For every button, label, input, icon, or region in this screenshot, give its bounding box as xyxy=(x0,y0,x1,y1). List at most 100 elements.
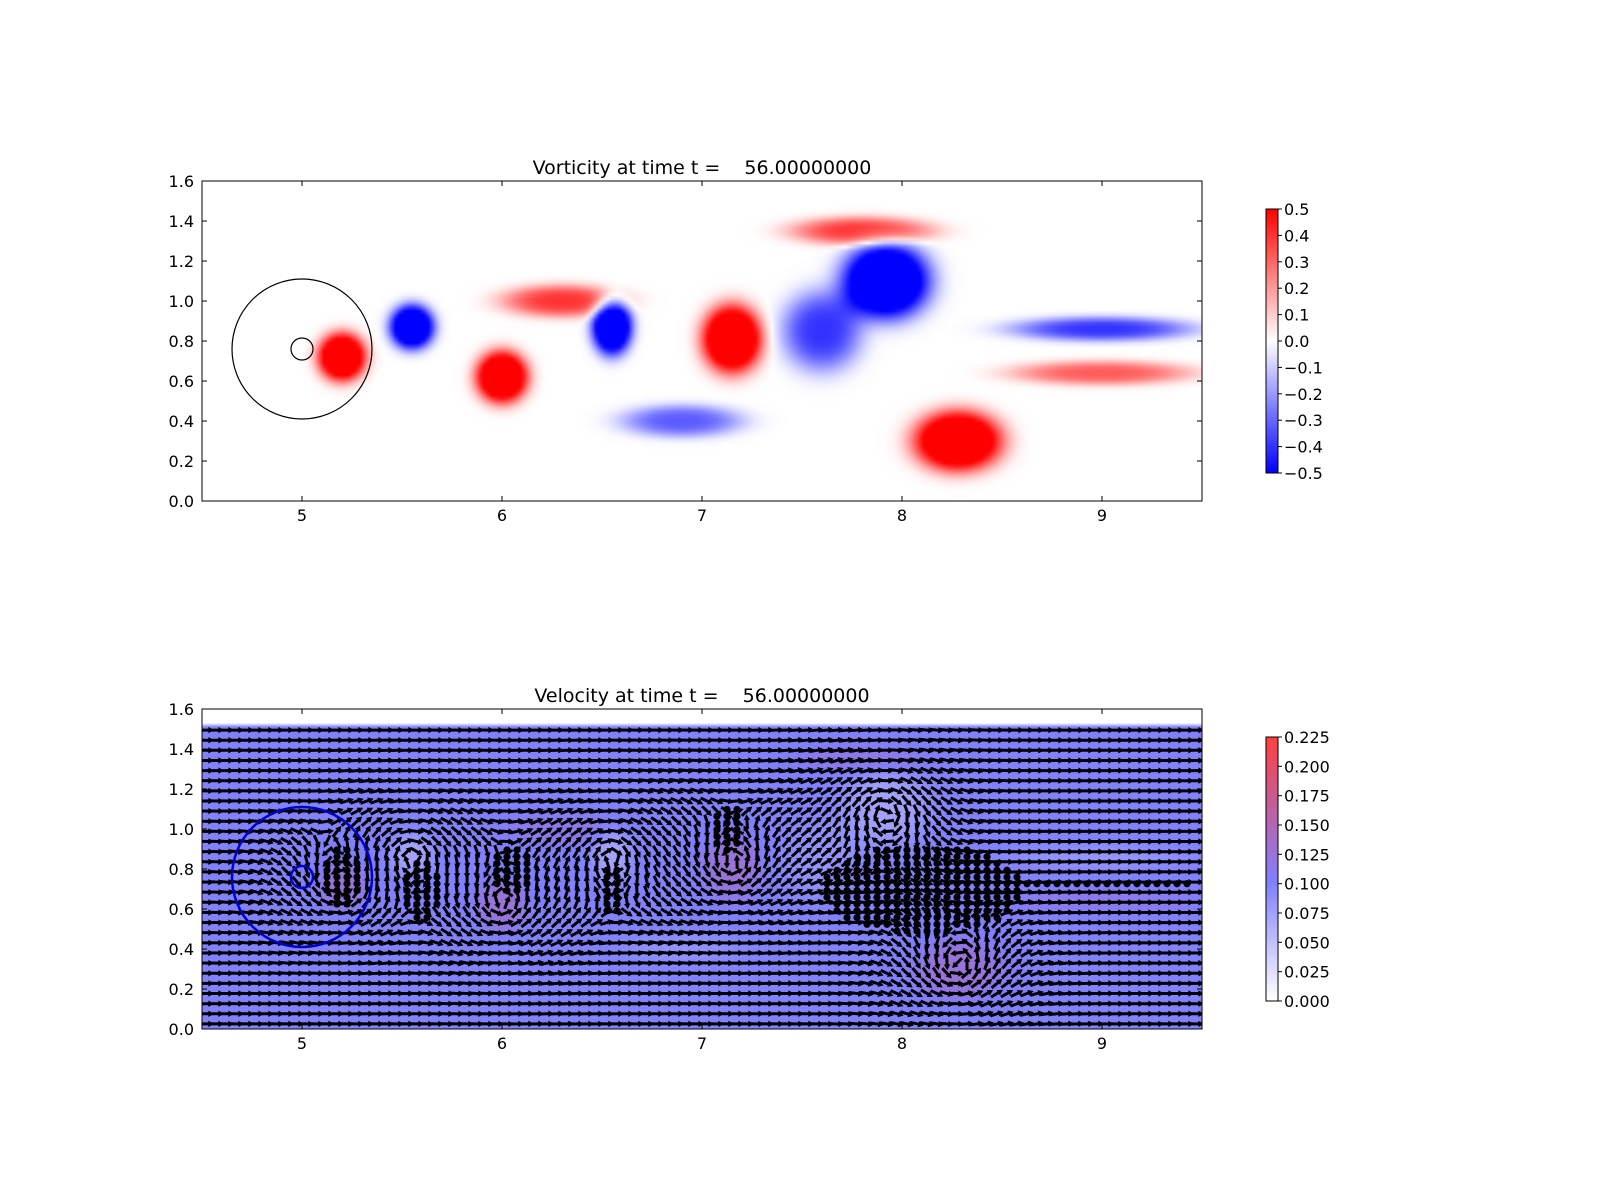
velocity-arrow xyxy=(1090,838,1104,845)
stagnation-dot xyxy=(733,812,741,820)
velocity-arrow xyxy=(961,938,974,949)
stagnation-dot xyxy=(973,886,981,895)
stagnation-dot xyxy=(953,886,961,895)
velocity-arrow xyxy=(444,854,451,869)
velocity-arrow xyxy=(699,1020,714,1028)
velocity-arrow xyxy=(470,928,484,937)
velocity-arrow xyxy=(1100,747,1114,754)
velocity-arrow xyxy=(643,885,651,899)
velocity-arrow xyxy=(759,1000,774,1007)
velocity-arrow xyxy=(1150,980,1164,987)
velocity-arrow xyxy=(1160,919,1174,926)
velocity-arrow xyxy=(312,834,321,848)
velocity-arrow xyxy=(1150,777,1164,784)
velocity-arrow xyxy=(623,885,632,899)
velocity-arrow xyxy=(580,827,594,837)
velocity-arrow xyxy=(1129,980,1144,987)
stagnation-dot xyxy=(843,900,851,908)
velocity-arrow xyxy=(259,888,274,896)
velocity-arrow xyxy=(909,1010,924,1018)
stagnation-dot xyxy=(953,880,961,888)
velocity-arrow xyxy=(1190,828,1202,835)
velocity-arrow xyxy=(779,1000,794,1007)
velocity-arrow xyxy=(863,824,871,839)
velocity-arrow xyxy=(552,896,561,910)
velocity-arrow xyxy=(1160,889,1174,896)
velocity-arrow xyxy=(589,747,604,754)
y-tick-label: 1.0 xyxy=(169,820,194,839)
stagnation-dot xyxy=(1063,880,1071,888)
velocity-arrow xyxy=(479,928,494,937)
stagnation-dot xyxy=(823,893,831,901)
velocity-arrow xyxy=(202,1000,214,1007)
velocity-arrow xyxy=(280,897,294,906)
velocity-arrow xyxy=(670,907,684,916)
velocity-arrow xyxy=(1100,838,1114,845)
velocity-arrow xyxy=(630,1010,644,1017)
velocity-arrow xyxy=(962,947,973,960)
velocity-arrow xyxy=(900,785,913,795)
velocity-arrow xyxy=(900,988,914,997)
velocity-arrow xyxy=(420,918,434,927)
velocity-arrow xyxy=(1080,737,1094,744)
velocity-arrow xyxy=(662,854,671,868)
stagnation-dot xyxy=(603,907,611,915)
velocity-arrow xyxy=(1059,838,1074,845)
velocity-arrow xyxy=(1160,939,1174,947)
velocity-arrow xyxy=(820,868,834,877)
velocity-arrow xyxy=(1099,868,1114,876)
velocity-arrow xyxy=(1080,807,1094,815)
stagnation-dot xyxy=(853,859,861,868)
velocity-arrow xyxy=(810,826,823,838)
velocity-arrow xyxy=(459,938,474,947)
velocity-arrow xyxy=(551,836,562,848)
stagnation-dot xyxy=(903,927,911,935)
velocity-arrow xyxy=(1120,848,1134,855)
velocity-arrow xyxy=(361,825,371,839)
velocity-arrow xyxy=(729,878,744,885)
velocity-arrow xyxy=(389,747,404,754)
velocity-arrow xyxy=(831,835,842,849)
velocity-arrow xyxy=(410,726,424,734)
velocity-arrow xyxy=(579,929,594,937)
velocity-arrow xyxy=(1040,838,1054,845)
velocity-arrow xyxy=(1119,949,1134,957)
velocity-arrow xyxy=(573,855,581,869)
stagnation-dot xyxy=(943,866,951,874)
stagnation-dot xyxy=(823,880,831,888)
velocity-arrow xyxy=(1100,757,1114,764)
velocity-arrow xyxy=(1140,828,1154,835)
velocity-arrow xyxy=(640,816,654,825)
stagnation-dot xyxy=(863,873,871,881)
stagnation-dot xyxy=(403,873,411,881)
velocity-arrow xyxy=(913,814,921,829)
stagnation-dot xyxy=(353,873,361,881)
velocity-arrow xyxy=(909,766,924,775)
velocity-arrow xyxy=(401,867,414,878)
velocity-arrow xyxy=(624,895,631,910)
velocity-arrow xyxy=(1160,726,1174,734)
velocity-arrow xyxy=(800,868,814,877)
velocity-arrow xyxy=(523,895,531,910)
velocity-arrow xyxy=(699,898,714,906)
velocity-arrow xyxy=(639,797,654,805)
velocity-arrow xyxy=(520,918,533,929)
velocity-arrow xyxy=(719,990,734,997)
velocity-arrow xyxy=(520,929,534,938)
velocity-arrow xyxy=(659,1000,674,1007)
velocity-arrow xyxy=(661,875,671,888)
velocity-arrow xyxy=(659,918,674,927)
velocity-arrow xyxy=(319,726,334,734)
velocity-arrow xyxy=(1070,757,1084,764)
velocity-arrow xyxy=(259,857,274,866)
velocity-arrow xyxy=(1109,868,1124,876)
velocity-arrow xyxy=(1070,767,1084,774)
velocity-arrow xyxy=(789,1010,804,1018)
velocity-arrow xyxy=(550,917,563,929)
velocity-arrow xyxy=(1160,838,1174,845)
velocity-arrow xyxy=(379,929,394,937)
vorticity-heatmap xyxy=(202,181,1202,501)
velocity-arrow xyxy=(639,807,654,815)
velocity-arrow xyxy=(359,726,374,734)
velocity-arrow xyxy=(1109,1000,1124,1007)
